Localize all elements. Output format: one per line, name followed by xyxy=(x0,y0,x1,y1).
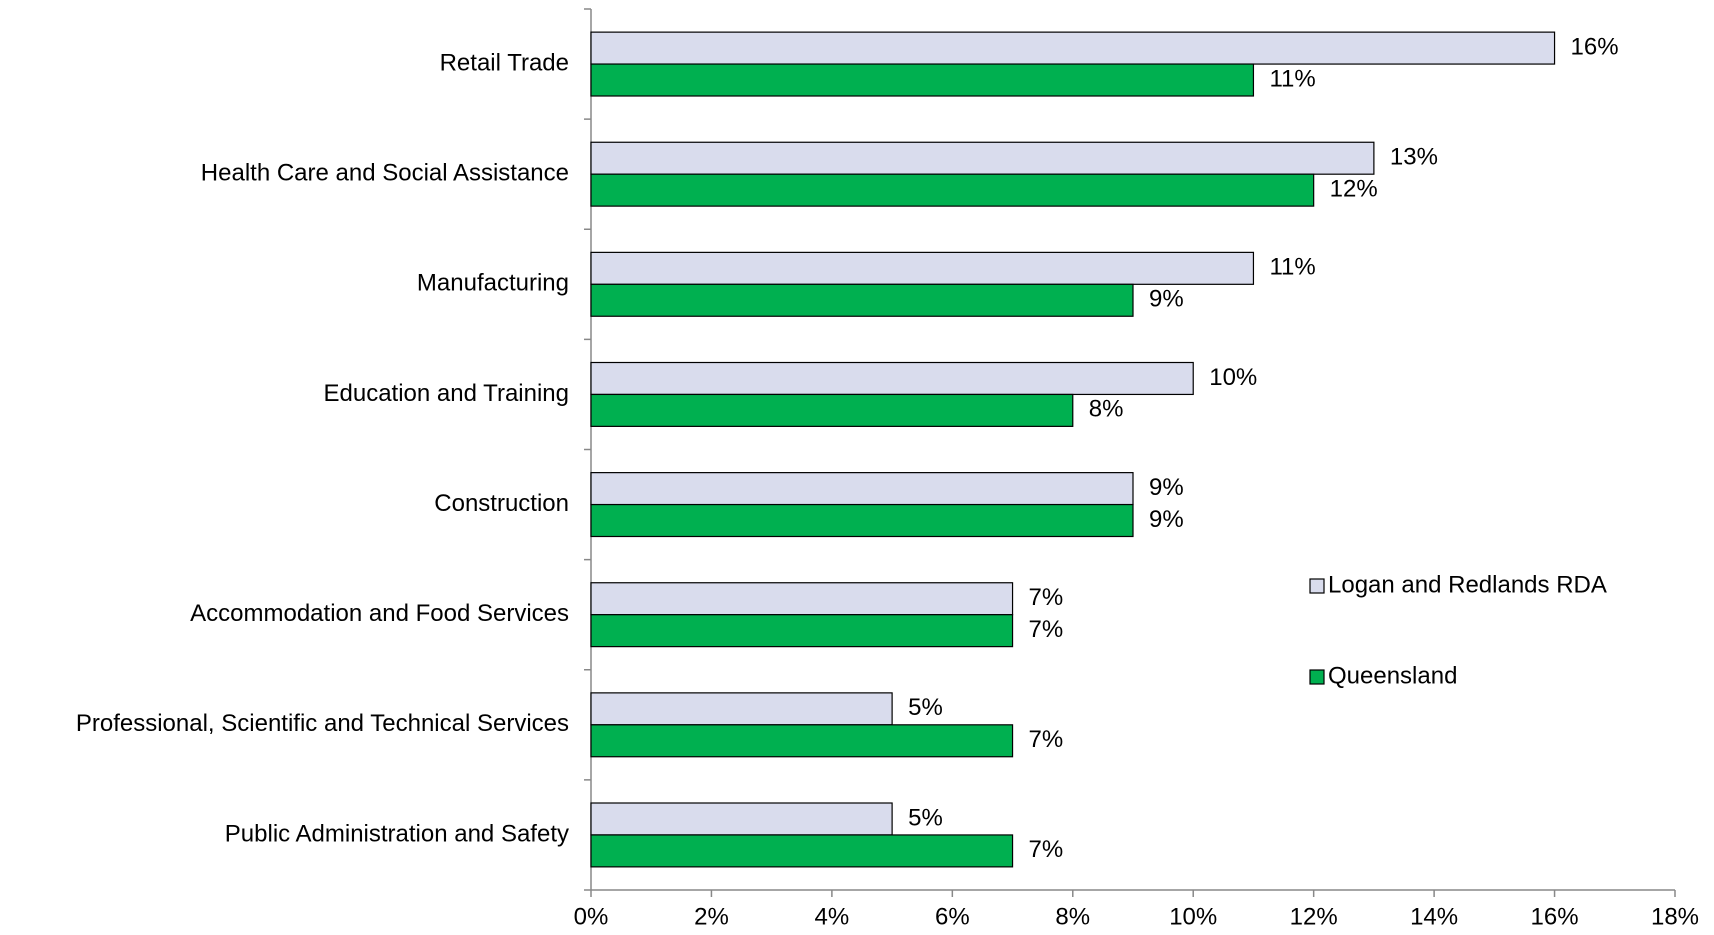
bar xyxy=(590,31,1556,65)
bar xyxy=(590,834,1014,868)
data-label: 12% xyxy=(1330,175,1378,202)
bar xyxy=(590,251,1255,285)
legend-label: Logan and Redlands RDA xyxy=(1328,571,1607,598)
bar xyxy=(590,503,1134,538)
x-tick-label: 8% xyxy=(1055,903,1090,930)
legend-label: Queensland xyxy=(1328,662,1457,689)
bar xyxy=(590,614,1014,648)
data-label: 11% xyxy=(1269,65,1315,92)
data-label: 8% xyxy=(1089,396,1124,423)
x-tick-label: 10% xyxy=(1169,903,1217,930)
data-label: 5% xyxy=(908,694,943,721)
bar xyxy=(590,472,1134,506)
data-label: 11% xyxy=(1269,254,1315,281)
data-label: 9% xyxy=(1149,286,1184,313)
legend-swatch xyxy=(1309,669,1325,685)
category-label: Professional, Scientific and Technical S… xyxy=(76,710,569,737)
data-label: 16% xyxy=(1571,33,1619,60)
bar xyxy=(590,361,1194,396)
data-label: 7% xyxy=(1029,584,1064,611)
x-tick-label: 14% xyxy=(1410,903,1458,930)
x-tick-label: 12% xyxy=(1290,903,1338,930)
data-label: 5% xyxy=(908,804,943,831)
bar xyxy=(590,283,1134,317)
x-tick-label: 18% xyxy=(1651,903,1699,930)
bar xyxy=(590,802,893,836)
category-label: Accommodation and Food Services xyxy=(190,600,569,627)
legend-swatch xyxy=(1309,578,1325,594)
x-tick-label: 4% xyxy=(815,903,850,930)
bar xyxy=(590,692,893,726)
data-label: 7% xyxy=(1029,616,1064,643)
category-label: Health Care and Social Assistance xyxy=(201,160,569,187)
bar xyxy=(590,393,1074,427)
data-label: 7% xyxy=(1029,836,1064,863)
x-tick-label: 0% xyxy=(574,903,609,930)
data-label: 13% xyxy=(1390,144,1438,171)
category-label: Construction xyxy=(434,490,569,517)
x-tick-label: 16% xyxy=(1531,903,1579,930)
data-label: 10% xyxy=(1209,364,1257,391)
x-tick-label: 6% xyxy=(935,903,970,930)
category-label: Education and Training xyxy=(323,380,569,407)
x-tick-label: 2% xyxy=(694,903,729,930)
data-label: 9% xyxy=(1149,506,1184,533)
bar xyxy=(590,173,1315,207)
bar xyxy=(590,141,1375,175)
category-label: Retail Trade xyxy=(440,49,569,76)
bar xyxy=(590,724,1014,758)
data-label: 9% xyxy=(1149,474,1184,501)
bar xyxy=(590,582,1014,616)
bar xyxy=(590,63,1255,97)
category-label: Public Administration and Safety xyxy=(225,820,569,847)
category-label: Manufacturing xyxy=(417,270,569,297)
data-label: 7% xyxy=(1029,726,1064,753)
